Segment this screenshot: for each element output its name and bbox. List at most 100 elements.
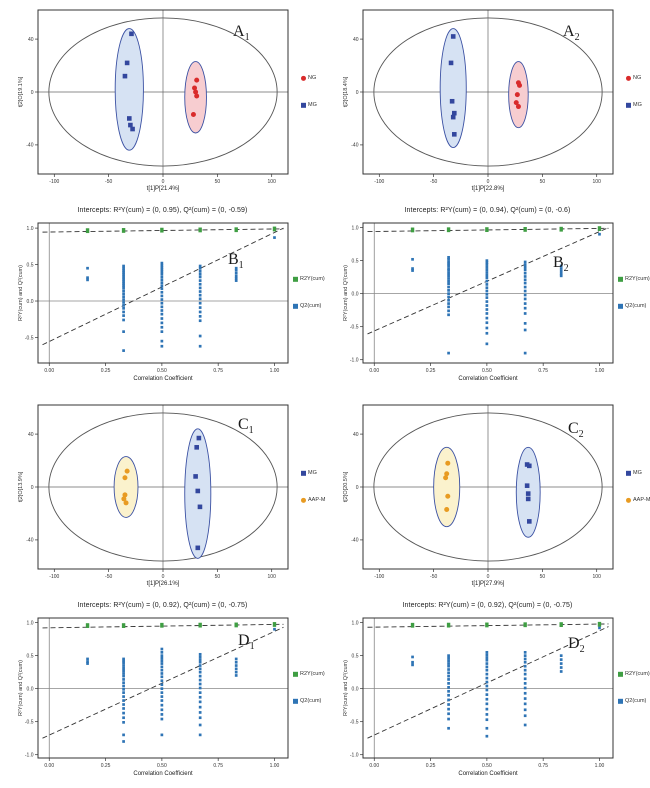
- q2-point: [122, 271, 125, 274]
- panel-number: 1: [249, 641, 255, 653]
- q2-point: [198, 667, 202, 671]
- legend-item: R2Y(cum): [618, 661, 650, 688]
- x-tick-label: 0.00: [44, 368, 54, 374]
- q2-point: [485, 707, 489, 711]
- q2-point: [198, 686, 202, 690]
- data-point-AAP-M: [122, 475, 128, 481]
- y-tick-label: 40: [353, 37, 359, 43]
- q2-point: [198, 670, 202, 674]
- legend-label: AAP-M: [633, 497, 650, 504]
- y-tick-label: 0.5: [352, 653, 359, 659]
- panel-number: 2: [563, 262, 569, 274]
- y-tick-label: -40: [26, 143, 33, 149]
- legend-marker-icon: [618, 672, 623, 678]
- q2-point: [160, 281, 164, 285]
- data-point-NG: [513, 100, 519, 106]
- q2-point: [160, 278, 164, 282]
- r2-point: [597, 226, 602, 232]
- permutation-plot-D1-canvas: 0.00 0.25 0.50 0.75 1.00 1.0 0.5 0.0 -0.5 -1.0: [25, 617, 289, 769]
- legend-item: MG: [626, 460, 650, 487]
- q2-point: [122, 318, 125, 322]
- q2-point: [485, 316, 489, 320]
- legend-marker-icon: [293, 277, 298, 283]
- legend-item: Q2(cum): [293, 293, 325, 320]
- legend-marker-icon: [293, 699, 298, 705]
- q2-point: [198, 700, 202, 704]
- q2-point: [122, 301, 125, 304]
- q2-point: [559, 269, 563, 273]
- q2-point: [523, 297, 527, 301]
- q2-point: [523, 293, 527, 297]
- q2-point: [160, 321, 164, 325]
- q2-point: [485, 273, 489, 277]
- r2-point: [485, 227, 489, 233]
- q2-point: [160, 325, 164, 329]
- q2-point: [523, 657, 527, 661]
- q2-point: [485, 296, 489, 299]
- q2-point: [160, 290, 164, 294]
- x-tick-label: 1.00: [270, 368, 280, 374]
- y-tick-label: 1.0: [352, 225, 359, 231]
- legend: NG MG: [301, 65, 317, 119]
- q2-point: [447, 693, 450, 697]
- data-point-MG: [124, 60, 130, 66]
- q2-point: [447, 298, 450, 302]
- q2-point: [523, 268, 527, 272]
- x-axis-label: t[1]P[22.8%]: [471, 186, 505, 192]
- data-point-NG: [515, 104, 521, 110]
- q2-point: [447, 685, 450, 689]
- q2-point: [447, 654, 450, 657]
- legend-marker-icon: [293, 672, 298, 678]
- x-tick-label: 0.75: [538, 763, 548, 769]
- q2-point: [447, 656, 450, 660]
- q2-point: [447, 257, 450, 261]
- legend: MG AAP-M: [301, 460, 325, 514]
- q2-point: [198, 301, 202, 305]
- legend-marker-icon: [301, 498, 306, 504]
- r2-point: [272, 226, 277, 232]
- y-tick-label: 0.5: [27, 653, 34, 659]
- panel-label-B1: B1: [228, 251, 244, 271]
- legend-marker-icon: [301, 103, 306, 109]
- q2-point: [447, 668, 450, 671]
- q2-point: [485, 672, 489, 676]
- q2-regression-line: [42, 626, 284, 739]
- q2-point: [160, 654, 164, 657]
- q2-point: [160, 713, 164, 716]
- q2-point: [160, 344, 164, 348]
- q2-point: [447, 271, 450, 275]
- legend-label: AAP-M: [308, 497, 326, 504]
- q2-point: [160, 298, 164, 301]
- legend-marker-icon: [301, 471, 306, 477]
- x-tick-label: 0: [162, 179, 165, 185]
- data-point-MG: [452, 110, 457, 116]
- legend-label: MG: [308, 469, 317, 476]
- q2-point: [234, 674, 238, 677]
- plot-border: [362, 222, 614, 364]
- data-point-MG: [196, 435, 202, 441]
- data-point-MG: [525, 491, 531, 496]
- q2-point: [447, 309, 450, 313]
- q2-point: [122, 716, 125, 720]
- x-tick-label: 0.25: [101, 368, 111, 374]
- permutation-plot-B2: 0.00 0.25 0.50 0.75 1.00 1.0 0.5 0.0 -0.5 -1.0 In…: [325, 205, 650, 395]
- legend-label: R2Y(cum): [625, 670, 650, 677]
- q2-point: [198, 272, 202, 276]
- q2-point: [485, 261, 489, 264]
- plot-border: [37, 222, 289, 364]
- q2-point: [234, 277, 238, 280]
- q2-point: [198, 658, 202, 661]
- data-point-MG: [127, 116, 132, 121]
- q2-point: [447, 285, 450, 289]
- y-tick-label: 40: [353, 432, 359, 438]
- x-tick-label: 0.25: [426, 368, 436, 374]
- data-point-AAP-M: [121, 496, 127, 502]
- r2-point: [85, 623, 90, 628]
- legend-item: Q2(cum): [618, 293, 650, 320]
- q2-point: [160, 656, 164, 660]
- q2-point: [523, 650, 527, 654]
- q2-point: [160, 699, 164, 702]
- q2-point: [523, 281, 527, 285]
- x-tick-label: 50: [540, 574, 546, 580]
- data-point-MG: [527, 519, 532, 524]
